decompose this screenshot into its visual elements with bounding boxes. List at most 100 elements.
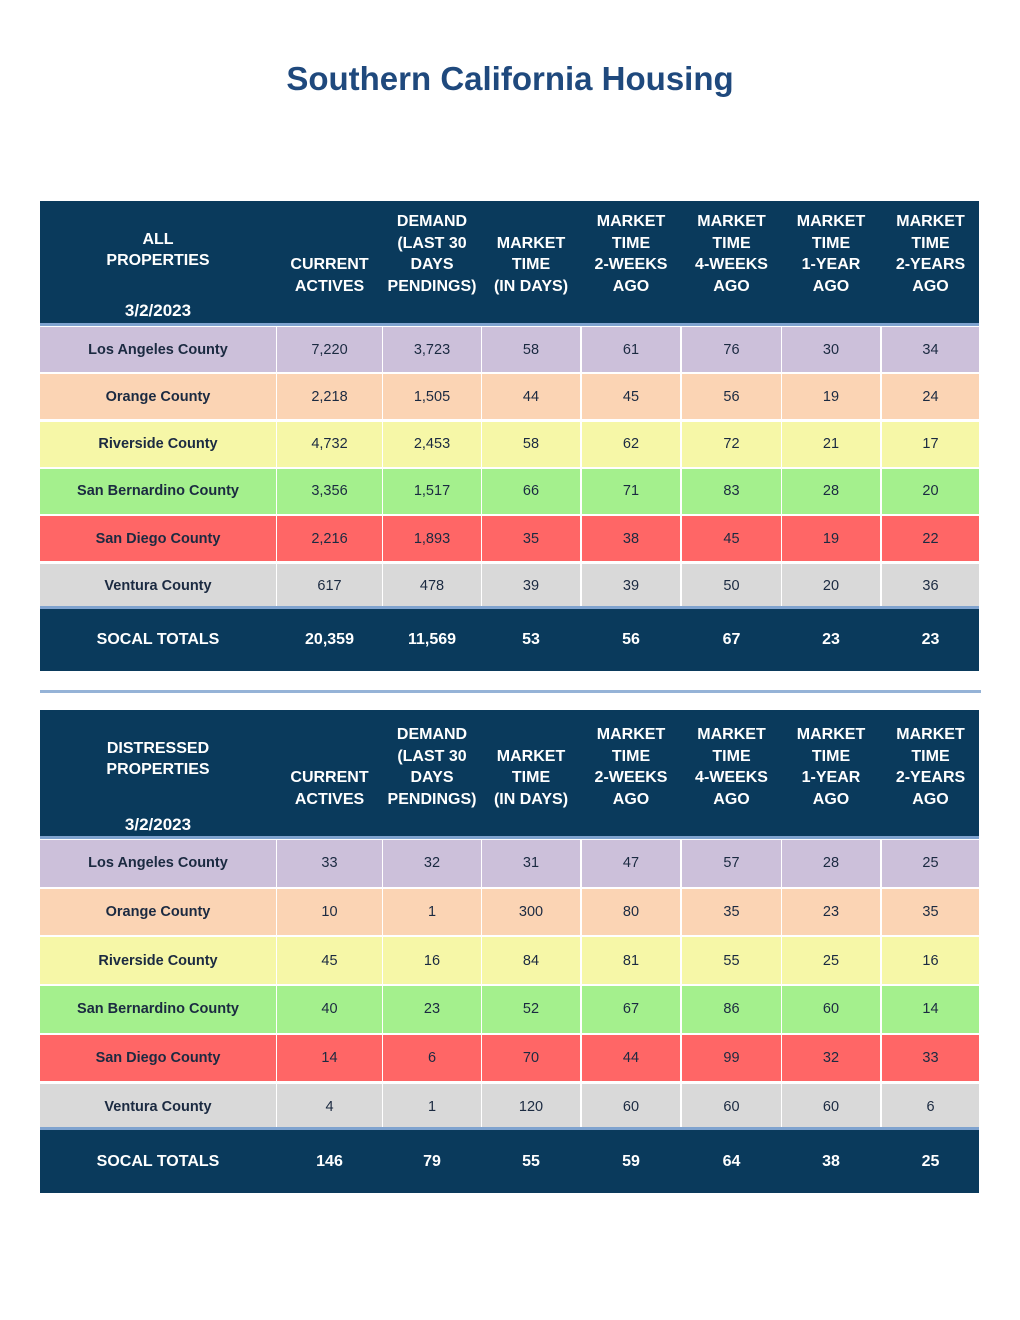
column-header-line: TIME (712, 234, 751, 252)
header-rule (40, 836, 979, 839)
row-name-san-diego: San Diego County (40, 1034, 276, 1082)
row-name-orange: Orange County (40, 374, 276, 420)
column-header: DEMAND (LAST 30 DAYS PENDINGS) (383, 718, 481, 810)
column-header: MARKET TIME (IN DAYS) (482, 209, 580, 297)
table-cell: 70 (482, 1034, 580, 1082)
table-cell: 3,723 (383, 327, 481, 372)
column-header: MARKET TIME 2-WEEKS AGO (582, 209, 680, 297)
column-header-line: TIME (811, 234, 851, 252)
totals-row: SOCAL TOTALS 20,359 11,569 53 56 67 23 23 (40, 609, 979, 671)
table-cell: 20 (782, 563, 880, 609)
distressed-properties-table: DISTRESSED PROPERTIES 3/2/2023 CURRENT ACTIV… (40, 710, 979, 1193)
table-label-line: PROPERTIES (106, 761, 210, 778)
column-header-line: 1-YEAR (801, 256, 861, 273)
table-cell: 38 (582, 516, 680, 562)
totals-cell: 79 (423, 1152, 441, 1170)
table-cell: 60 (782, 1083, 880, 1130)
table-cell: 6 (383, 1034, 481, 1082)
table-label: ALL PROPERTIES (40, 229, 276, 271)
table-cell: 28 (782, 840, 880, 887)
column-header-line: MARKET (697, 213, 766, 230)
totals-cell: 67 (722, 631, 741, 648)
table-cell: 32 (782, 1034, 880, 1082)
table-cell: 19 (782, 374, 880, 420)
column-header: MARKET TIME 2-WEEKS AGO (582, 718, 680, 810)
column-header: MARKET TIME 2-YEARS AGO (882, 209, 979, 297)
table-cell: 617 (277, 563, 382, 609)
column-header-line: AGO (912, 277, 949, 295)
table-cell: 25 (782, 937, 880, 984)
column-header-line: ACTIVES (294, 277, 365, 295)
table-cell: 478 (383, 563, 481, 609)
column-header-line: AGO (713, 277, 750, 295)
totals-cell: 53 (522, 631, 540, 648)
column-header: MARKET TIME 1-YEAR AGO (782, 209, 880, 297)
column-header-line: MARKET (596, 726, 666, 743)
table-cell: 33 (277, 840, 382, 887)
table-cell: 2,216 (277, 516, 382, 562)
table-cell: 1 (383, 888, 481, 936)
table-cell: 32 (383, 840, 481, 887)
table-cell: 2,218 (277, 374, 382, 420)
table-cell: 45 (582, 374, 680, 420)
table-cell: 4,732 (277, 421, 382, 467)
table-cell: 1,505 (383, 374, 481, 420)
table-label-line: ALL (142, 231, 174, 248)
column-header-line: AGO (713, 790, 750, 808)
table-cell: 72 (682, 421, 781, 467)
row-name-los-angeles: Los Angeles County (40, 840, 276, 887)
row-name-san-bernardino: San Bernardino County (40, 468, 276, 514)
column-header-line: MARKET (896, 726, 965, 743)
column-header: CURRENT ACTIVES (277, 209, 382, 297)
table-cell: 58 (482, 421, 580, 467)
table-cell: 14 (277, 1034, 382, 1082)
row-name-ventura: Ventura County (40, 1083, 276, 1130)
column-header-line: MARKET (896, 213, 965, 230)
table-cell: 71 (582, 468, 680, 514)
table-cell: 76 (682, 327, 781, 372)
column-header-line: PENDINGS) (387, 277, 477, 295)
table-cell: 34 (882, 327, 979, 372)
column-header-line: MARKET (496, 747, 566, 765)
table-cell: 23 (383, 986, 481, 1033)
totals-rule (40, 606, 979, 609)
row-name-los-angeles: Los Angeles County (40, 327, 276, 372)
table-cell: 1,893 (383, 516, 481, 562)
totals-cell: 23 (822, 631, 840, 648)
table-cell: 35 (682, 888, 781, 936)
column-header: MARKET TIME 4-WEEKS AGO (682, 718, 781, 810)
column-header-line: MARKET (496, 234, 566, 252)
column-header-line: PENDINGS) (387, 790, 477, 808)
column-header-line: TIME (712, 747, 751, 765)
column-header-line: (IN DAYS) (493, 277, 569, 295)
table-cell: 17 (882, 421, 979, 467)
table-cell: 39 (482, 563, 580, 609)
totals-cell: 38 (822, 1152, 840, 1170)
column-header-line: 2-WEEKS (594, 256, 668, 273)
table-cell: 1 (383, 1083, 481, 1130)
column-header-line: 4-WEEKS (695, 256, 768, 273)
table-label: DISTRESSED PROPERTIES (40, 738, 276, 780)
totals-rule (40, 1127, 979, 1130)
column-header-line: TIME (511, 769, 551, 786)
column-header-line: 2-YEARS (895, 769, 966, 786)
table-cell: 3,356 (277, 468, 382, 514)
column-header: CURRENT ACTIVES (277, 718, 382, 810)
table-cell: 55 (682, 937, 781, 984)
table-cell: 45 (277, 937, 382, 984)
table-cell: 99 (682, 1034, 781, 1082)
table-cell: 20 (882, 468, 979, 514)
row-name-riverside: Riverside County (40, 937, 276, 984)
totals-cell: 55 (522, 1152, 540, 1170)
column-header-line: AGO (912, 790, 949, 808)
totals-row: SOCAL TOTALS 146 79 55 59 64 38 25 (40, 1130, 979, 1193)
column-header: MARKET TIME (IN DAYS) (482, 718, 580, 810)
column-header-line: AGO (612, 790, 650, 808)
column-header-line: 4-WEEKS (695, 769, 768, 786)
table-cell: 25 (882, 840, 979, 887)
column-header-line: DEMAND (396, 213, 468, 230)
table-cell: 60 (782, 986, 880, 1033)
table-cell: 60 (682, 1083, 781, 1130)
table-cell: 16 (882, 937, 979, 984)
table-cell: 35 (882, 888, 979, 936)
